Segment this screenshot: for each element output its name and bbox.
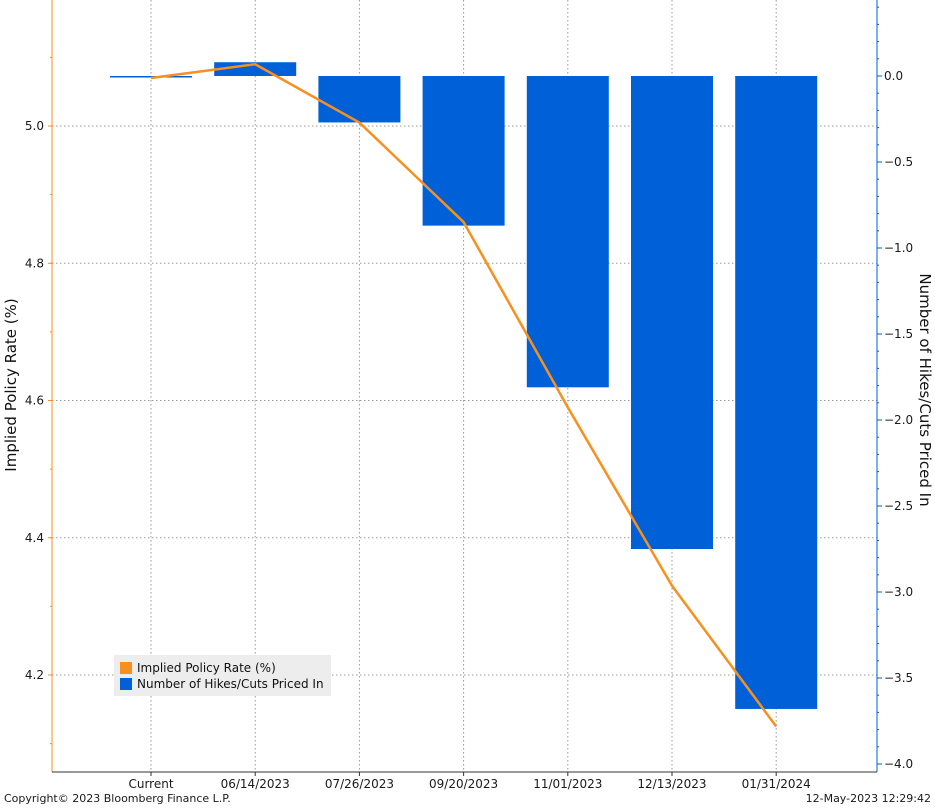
bar-6 <box>735 76 818 709</box>
right-tick-label: −0.5 <box>884 155 913 169</box>
bar-2 <box>318 76 401 123</box>
tick-labels: 5.0 4.8 4.6 4.4 4.2 0.0 −0.5 −1.0 −1.5 −2.0 −2.5 −3… <box>25 69 913 790</box>
left-tick-label: 4.2 <box>25 668 44 682</box>
x-tick-label: 07/26/2023 <box>325 777 394 790</box>
left-tick-label: 5.0 <box>25 119 44 133</box>
x-tick-label: 06/14/2023 <box>221 777 290 790</box>
right-tick-label: −2.0 <box>884 413 913 427</box>
axes <box>48 0 882 776</box>
right-tick-label: −3.0 <box>884 585 913 599</box>
bar-3 <box>422 76 505 226</box>
right-tick-label: 0.0 <box>884 69 903 83</box>
left-tick-label: 4.8 <box>25 256 44 270</box>
legend-item-rate: Implied Policy Rate (%) <box>120 660 324 676</box>
x-tick-label: 01/31/2024 <box>742 777 811 790</box>
bar-5 <box>631 76 713 549</box>
legend-item-hikes: Number of Hikes/Cuts Priced In <box>120 676 324 692</box>
right-tick-label: −3.5 <box>884 671 913 685</box>
bars <box>110 62 818 709</box>
right-axis-title: Number of Hikes/Cuts Priced In <box>916 273 934 506</box>
chart: 5.0 4.8 4.6 4.4 4.2 0.0 −0.5 −1.0 −1.5 −2.0 −2.5 −3… <box>2 0 934 790</box>
x-tick-label: 12/13/2023 <box>637 777 706 790</box>
left-axis-title: Implied Policy Rate (%) <box>2 298 20 471</box>
bar-4 <box>526 76 609 388</box>
x-tick-label: Current <box>128 777 173 790</box>
legend-swatch-blue <box>120 678 132 690</box>
left-tick-label: 4.4 <box>25 531 44 545</box>
legend: Implied Policy Rate (%) Number of Hikes/… <box>114 655 331 696</box>
timestamp-text: 12-May-2023 12:29:42 <box>805 792 931 805</box>
legend-swatch-orange <box>120 662 132 674</box>
right-tick-label: −1.0 <box>884 241 913 255</box>
x-tick-label: 11/01/2023 <box>533 777 602 790</box>
implied-policy-rate-line <box>150 62 778 728</box>
x-tick-label: 09/20/2023 <box>429 777 498 790</box>
right-tick-label: −2.5 <box>884 499 913 513</box>
copyright-text: Copyright© 2023 Bloomberg Finance L.P. <box>4 792 231 805</box>
legend-label-rate: Implied Policy Rate (%) <box>137 661 276 675</box>
left-tick-label: 4.6 <box>25 394 44 408</box>
legend-label-hikes: Number of Hikes/Cuts Priced In <box>137 677 324 691</box>
right-tick-label: −1.5 <box>884 327 913 341</box>
right-tick-label: −4.0 <box>884 757 913 771</box>
